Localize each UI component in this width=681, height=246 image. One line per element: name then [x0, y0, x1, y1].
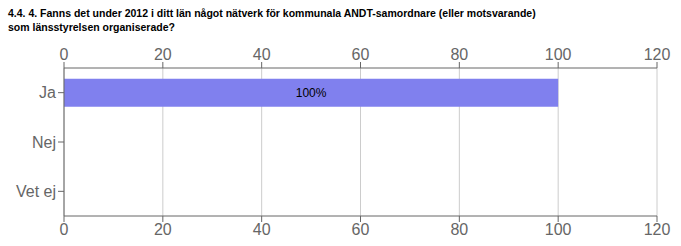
svg-text:40: 40	[253, 46, 271, 63]
svg-text:40: 40	[253, 221, 271, 238]
svg-text:Vet ej: Vet ej	[16, 183, 56, 200]
svg-text:20: 20	[154, 221, 172, 238]
svg-text:100: 100	[545, 46, 572, 63]
svg-text:0: 0	[60, 46, 69, 63]
svg-text:120: 120	[644, 221, 671, 238]
svg-text:100%: 100%	[296, 86, 327, 100]
svg-text:Ja: Ja	[39, 84, 56, 101]
svg-text:60: 60	[352, 221, 370, 238]
svg-text:Nej: Nej	[32, 134, 56, 151]
svg-text:80: 80	[450, 46, 468, 63]
html-text:som länsstyrelsen organiserade: som länsstyrelsen organiserade?	[8, 21, 175, 33]
svg-text:80: 80	[450, 221, 468, 238]
svg-text:60: 60	[352, 46, 370, 63]
svg-text:20: 20	[154, 46, 172, 63]
svg-text:120: 120	[644, 46, 671, 63]
svg-text:100: 100	[545, 221, 572, 238]
svg-text:0: 0	[60, 221, 69, 238]
html-text:4.4. 4. Fanns det under 2012 i: 4.4. 4. Fanns det under 2012 i ditt län …	[8, 7, 536, 19]
